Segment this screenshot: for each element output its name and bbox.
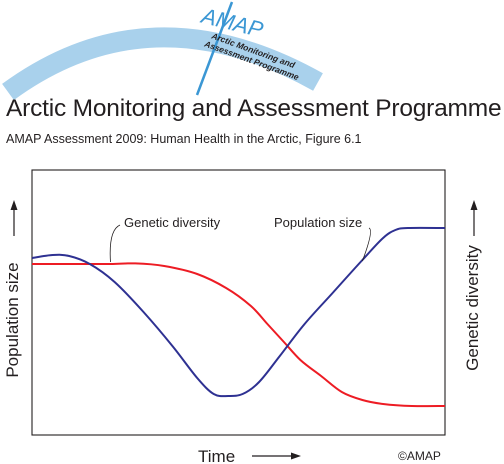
logo-slash xyxy=(195,1,234,96)
annotation-genetic-diversity: Genetic diversity xyxy=(124,215,221,230)
logo-arc xyxy=(2,27,323,100)
annotation-leader-population-size xyxy=(362,227,371,262)
series-line-genetic-diversity xyxy=(31,262,446,408)
page-title: Arctic Monitoring and Assessment Program… xyxy=(6,95,502,122)
x-axis-label: Time xyxy=(198,447,235,464)
x-axis-arrowhead xyxy=(291,452,301,460)
amap-banner: AMAP Arctic Monitoring and Assessment Pr… xyxy=(2,1,323,100)
y-axis-arrowhead-left xyxy=(10,200,18,210)
plot-frame xyxy=(31,169,446,436)
copyright: ©AMAP xyxy=(398,449,441,463)
annotation-population-size: Population size xyxy=(274,215,362,230)
annotation-leader-genetic-diversity xyxy=(109,224,121,263)
y-axis-arrowhead-right xyxy=(470,200,478,210)
series-line-population-size xyxy=(31,226,446,398)
y-axis-label-left: Population size xyxy=(3,262,22,377)
chart: Genetic diversity Population size Populat… xyxy=(3,169,482,464)
y-axis-label-right: Genetic diversity xyxy=(463,245,482,371)
series-layer xyxy=(31,226,446,408)
figure-caption: AMAP Assessment 2009: Human Health in th… xyxy=(6,132,362,146)
annotation-layer: Genetic diversity Population size xyxy=(109,215,371,263)
